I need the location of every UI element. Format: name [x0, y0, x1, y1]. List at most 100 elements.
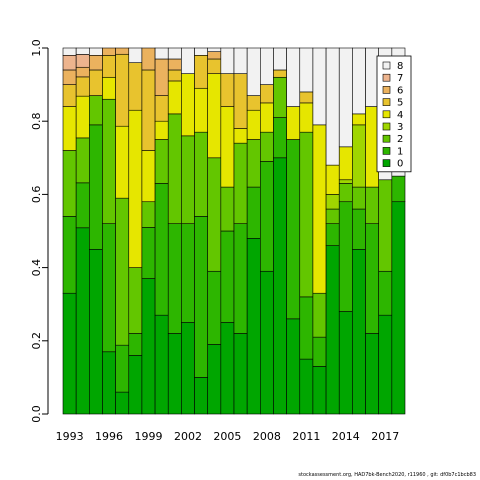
bar-segment-1997-age-2 [115, 197, 130, 346]
y-tick-label-0.6: 0.6 [30, 186, 43, 204]
bar-segment-2014-age-0 [338, 311, 353, 415]
bar-segment-1998-age-1 [128, 333, 143, 356]
bar-segment-2002-age-8 [181, 47, 195, 74]
bar-segment-2001-age-8 [167, 47, 182, 60]
legend-label-5: 5 [397, 98, 403, 109]
x-tick-label-1993: 1993 [56, 430, 84, 443]
bar-segment-2003-age-8 [194, 47, 208, 56]
legend-swatch-6 [382, 86, 391, 94]
bar-segment-2015-age-8 [352, 47, 366, 115]
bar-segment-1995-age-8 [89, 47, 103, 56]
bar-segment-2017-age-0 [378, 314, 393, 415]
bar-segment-2016-age-1 [365, 223, 379, 334]
x-tick-label-2005: 2005 [213, 430, 241, 443]
legend-label-2: 2 [397, 134, 403, 145]
bar-segment-1994-age-1 [75, 182, 90, 229]
bar-segment-2010-age-0 [286, 318, 301, 415]
bar-segment-2013-age-4 [325, 164, 340, 195]
bar-segment-2008-age-8 [260, 47, 274, 85]
bar-segment-2007-age-4 [246, 109, 261, 140]
bar-segment-1998-age-5 [128, 62, 143, 111]
bar-segment-1996-age-2 [102, 98, 116, 224]
bar-segment-1993-age-2 [62, 150, 77, 217]
bar-segment-2009-age-5 [273, 69, 287, 78]
bar-segment-2011-age-5 [299, 91, 314, 104]
legend-label-4: 4 [397, 110, 403, 121]
footnote: stockassessment.org, HAD7bk-Bench2020, r… [298, 472, 476, 478]
bar-segment-2006-age-4 [233, 128, 248, 144]
bar-segment-2014-age-1 [338, 201, 353, 312]
bar-segment-1993-age-7 [62, 55, 77, 71]
bar-segment-2017-age-1 [378, 270, 393, 316]
bar-segment-2005-age-1 [220, 230, 235, 323]
bar-segment-2012-age-1 [312, 336, 327, 367]
legend-swatch-7 [382, 73, 391, 82]
bar-segment-2004-age-2 [207, 157, 222, 272]
bar-segment-2005-age-8 [220, 47, 235, 74]
x-tick-label-2014: 2014 [332, 430, 360, 443]
legend-swatch-2 [382, 134, 391, 143]
bar-segment-1999-age-1 [141, 227, 156, 279]
bar-segment-2001-age-2 [167, 113, 182, 224]
bar-segment-2004-age-8 [207, 47, 222, 52]
bar-segment-2011-age-1 [299, 296, 314, 360]
x-tick-label-1999: 1999 [135, 430, 163, 443]
bar-segment-2004-age-1 [207, 270, 222, 345]
bar-segment-2000-age-2 [154, 139, 169, 184]
bar-segment-2000-age-6 [154, 58, 169, 96]
bar-segment-2000-age-1 [154, 183, 169, 316]
bar-segment-1997-age-6 [115, 47, 130, 55]
bar-segment-2008-age-5 [260, 84, 274, 104]
bar-segment-1993-age-8 [62, 47, 77, 56]
bar-segment-2014-age-4 [338, 146, 353, 181]
bar-segment-1993-age-0 [62, 292, 77, 415]
bar-segment-2015-age-2 [352, 186, 366, 210]
bar-segment-1994-age-5 [75, 76, 90, 97]
bar-segment-2007-age-2 [246, 139, 261, 188]
y-axis: 0.0 0.2 0.4 0.6 0.8 1.0 [30, 39, 49, 423]
bar-segment-1999-age-6 [141, 47, 156, 71]
bar-segment-1998-age-0 [128, 355, 143, 415]
y-tick-label-0.2: 0.2 [30, 332, 43, 350]
bar-segment-1996-age-5 [102, 55, 116, 78]
bar-segment-2007-age-5 [246, 95, 261, 111]
x-tick-label-2008: 2008 [253, 430, 281, 443]
bar-segment-2011-age-8 [299, 47, 314, 93]
y-tick-label-0.8: 0.8 [30, 112, 43, 130]
bar-segment-2018-age-0 [391, 201, 406, 415]
bar-segment-1995-age-1 [89, 124, 103, 250]
bar-segment-2015-age-3 [352, 124, 366, 188]
bar-segment-1993-age-1 [62, 216, 77, 294]
bar-segment-2011-age-4 [299, 102, 314, 133]
x-tick-label-2002: 2002 [174, 430, 202, 443]
bar-segment-2009-age-8 [273, 47, 287, 71]
bar-segment-2006-age-5 [233, 73, 248, 129]
bar-segment-2000-age-5 [154, 95, 169, 122]
legend-swatch-3 [382, 122, 391, 131]
bar-segment-2010-age-4 [286, 106, 301, 140]
bar-segment-2018-age-1 [391, 175, 406, 203]
bar-segment-1996-age-1 [102, 223, 116, 353]
bar-segment-2012-age-8 [312, 47, 327, 126]
bar-segment-2006-age-0 [233, 333, 248, 415]
bar-segment-2016-age-0 [365, 333, 379, 415]
bar-segment-2012-age-2 [312, 292, 327, 338]
bar-segment-1999-age-0 [141, 278, 156, 415]
bar-segment-1996-age-4 [102, 76, 116, 100]
legend-label-8: 8 [397, 61, 403, 72]
legend-box [376, 55, 412, 173]
bar-segment-1994-age-2 [75, 137, 90, 184]
bar-segment-2007-age-1 [246, 186, 261, 239]
bar-segment-1994-age-0 [75, 227, 90, 415]
bar-segment-2007-age-0 [246, 238, 261, 415]
bar-segment-1994-age-7 [75, 54, 90, 68]
y-tick-label-0.0: 0.0 [30, 405, 43, 423]
bar-segment-1996-age-0 [102, 351, 116, 415]
bar-segment-1995-age-5 [89, 69, 103, 96]
bar-segment-2003-age-5 [194, 55, 208, 89]
bars-group [62, 47, 406, 415]
bar-segment-2015-age-4 [352, 113, 366, 126]
bar-segment-2003-age-1 [194, 216, 208, 378]
bar-segment-2005-age-4 [220, 106, 235, 188]
